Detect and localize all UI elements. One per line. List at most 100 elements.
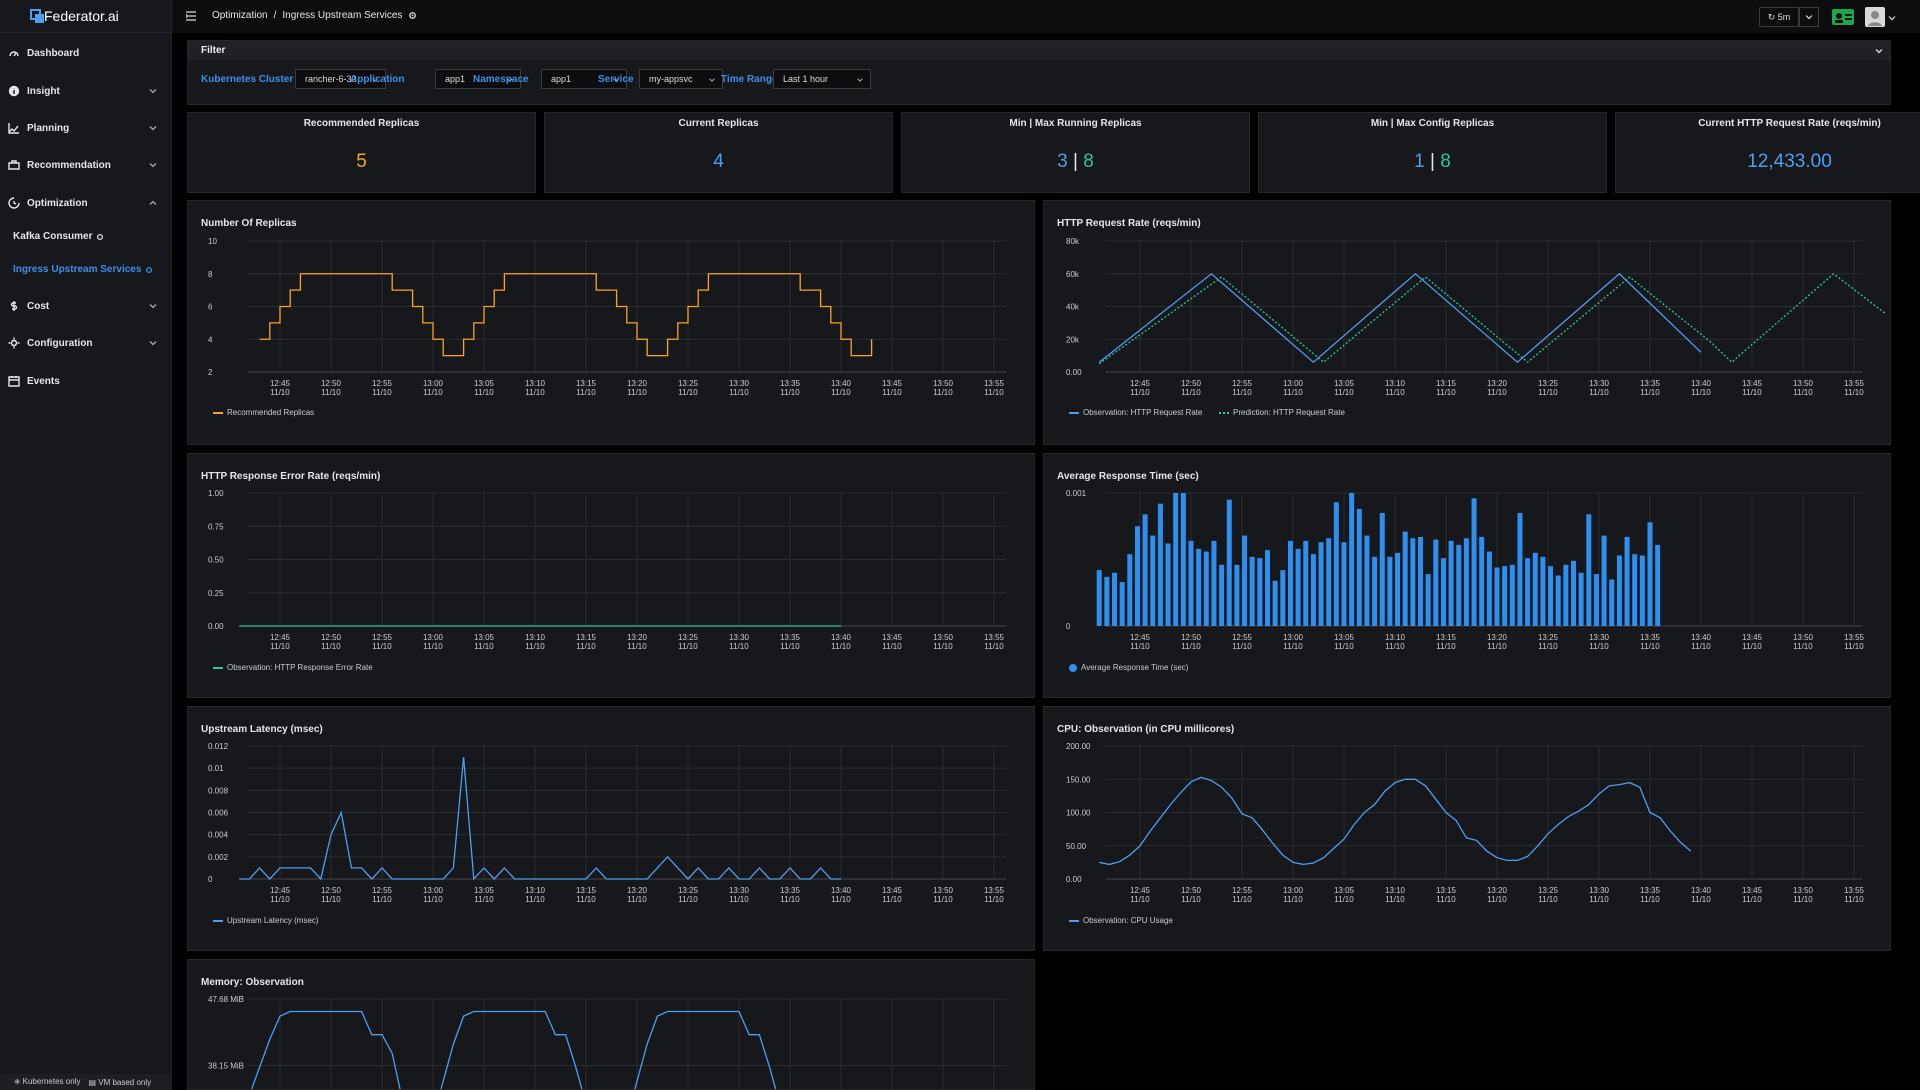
sidebar-subitem-kafka-consumer[interactable]: Kafka Consumer — [13, 231, 104, 242]
sidebar-item-dashboard[interactable]: Dashboard — [0, 42, 172, 64]
filter-label-service: Service — [598, 74, 634, 85]
sidebar-item-optimization[interactable]: Optimization — [0, 192, 172, 214]
stat-value-part: 3 — [1057, 151, 1068, 172]
bar-mark — [1402, 531, 1408, 626]
bar-mark — [1632, 554, 1638, 626]
user-avatar-icon[interactable] — [1865, 7, 1885, 27]
bar-mark — [1349, 493, 1355, 626]
x-tick-label: 13:15 — [576, 633, 597, 642]
x-tick-date: 11/10 — [882, 642, 902, 651]
x-tick-date: 11/10 — [678, 895, 698, 904]
bar-mark — [1234, 564, 1240, 626]
sidebar-item-label: Configuration — [27, 337, 93, 349]
dollar-icon — [8, 300, 20, 312]
x-tick-label: 13:55 — [1844, 379, 1865, 388]
x-tick-label: 13:40 — [1691, 633, 1712, 642]
x-tick-date: 11/10 — [576, 895, 596, 904]
x-tick-label: 13:25 — [678, 886, 699, 895]
refresh-interval-button[interactable]: ↻ 5m — [1759, 7, 1799, 27]
bar-mark — [1188, 540, 1194, 626]
x-tick-date: 11/10 — [984, 642, 1004, 651]
license-card-icon[interactable] — [1831, 7, 1855, 27]
x-tick-date: 11/10 — [1844, 642, 1864, 651]
x-tick-date: 11/10 — [372, 895, 392, 904]
legend-swatch — [1069, 411, 1079, 414]
x-tick-date: 11/10 — [1130, 895, 1150, 904]
refresh-dropdown[interactable] — [1799, 7, 1819, 27]
bar-mark — [1463, 538, 1469, 626]
x-tick-date: 11/10 — [372, 388, 392, 397]
stat-value: 1 | 8 — [1259, 151, 1606, 173]
legend-item[interactable]: Prediction: HTTP Request Rate — [1219, 408, 1345, 417]
chevron-down-icon — [372, 78, 378, 82]
legend-item[interactable]: Observation: HTTP Request Rate — [1069, 408, 1202, 417]
x-tick-date: 11/10 — [1385, 895, 1405, 904]
collapse-chevron-icon[interactable] — [1874, 46, 1884, 56]
legend-item[interactable]: Observation: HTTP Response Error Rate — [213, 663, 373, 672]
bar-mark — [1601, 535, 1607, 626]
chart-title: Number Of Replicas — [201, 218, 297, 229]
chart-panel: CPU: Observation (in CPU millicores) 0.00… — [1043, 706, 1891, 951]
filter-select-time-range[interactable]: Last 1 hour — [773, 69, 871, 89]
x-tick-label: 13:10 — [525, 379, 546, 388]
menu-toggle-icon[interactable] — [185, 10, 197, 22]
filter-select-application[interactable]: app1 — [435, 69, 521, 89]
bar-mark — [1479, 536, 1485, 626]
filter-select-kubernetes-cluster[interactable]: rancher-6-30 — [295, 69, 386, 89]
x-tick-date: 11/10 — [1589, 388, 1609, 397]
settings-badge-icon — [409, 12, 417, 19]
x-tick-date: 11/10 — [1232, 895, 1252, 904]
filter-select-service[interactable]: my-appsvc — [639, 69, 723, 89]
x-tick-label: 13:55 — [1844, 886, 1865, 895]
x-tick-date: 11/10 — [1334, 642, 1354, 651]
sidebar-subitem-ingress-upstream-services[interactable]: Ingress Upstream Services — [13, 264, 153, 275]
bar-mark — [1448, 540, 1454, 626]
x-tick-label: 12:50 — [321, 633, 342, 642]
legend-item[interactable]: Average Response Time (sec) — [1069, 663, 1188, 672]
bar-mark — [1624, 536, 1630, 626]
sidebar-item-cost[interactable]: Cost — [0, 295, 172, 317]
filter-select-value: Last 1 hour — [783, 74, 829, 84]
app-logo[interactable]: Federator.ai — [0, 0, 171, 33]
sidebar-item-insight[interactable]: Insight — [0, 80, 172, 102]
chevron-down-icon — [149, 304, 157, 309]
x-tick-date: 11/10 — [1589, 895, 1609, 904]
x-tick-date: 11/10 — [423, 895, 443, 904]
filter-select-namespace[interactable]: app1 — [541, 69, 627, 89]
x-tick-date: 11/10 — [780, 388, 800, 397]
x-tick-date: 11/10 — [525, 895, 545, 904]
sidebar-item-events[interactable]: Events — [0, 370, 172, 392]
x-tick-label: 13:25 — [1538, 633, 1559, 642]
stat-title: Min | Max Running Replicas — [1009, 118, 1142, 129]
breadcrumb-parent[interactable]: Optimization — [212, 10, 268, 21]
chart-plot: 0.000.250.500.751.0012:4511/1012:5011/10… — [208, 489, 1006, 651]
x-tick-date: 11/10 — [1538, 642, 1558, 651]
y-tick-label: 0.001 — [1066, 489, 1087, 498]
chart-plot: 0.0050.00100.00150.00200.0012:4511/1012:… — [1066, 742, 1865, 904]
gauge-icon — [8, 47, 20, 59]
legend-item[interactable]: Recommended Replicas — [213, 408, 314, 417]
sidebar-item-recommendation[interactable]: Recommendation — [0, 154, 172, 176]
top-bar: Optimization / Ingress Upstream Services… — [172, 0, 1920, 33]
filter-header[interactable]: Filter — [188, 41, 1890, 60]
sidebar-item-planning[interactable]: Planning — [0, 117, 172, 139]
x-tick-label: 13:50 — [1793, 633, 1814, 642]
user-menu-chevron-icon[interactable] — [1888, 14, 1896, 22]
legend-item[interactable]: Upstream Latency (msec) — [213, 916, 319, 925]
sidebar-item-configuration[interactable]: Configuration — [0, 332, 172, 354]
stat-card: Min | Max Config Replicas 1 | 8 — [1258, 112, 1607, 193]
x-tick-date: 11/10 — [1334, 388, 1354, 397]
bar-mark — [1157, 503, 1163, 626]
filter-select-value: my-appsvc — [649, 74, 693, 84]
stat-value-part: 8 — [1083, 151, 1094, 172]
legend-item[interactable]: Observation: CPU Usage — [1069, 916, 1173, 925]
x-tick-label: 13:35 — [1640, 886, 1661, 895]
chart-title: HTTP Response Error Rate (reqs/min) — [201, 471, 381, 482]
series-line — [239, 757, 841, 881]
sidebar-subitem-label: Kafka Consumer — [13, 231, 93, 242]
bar-mark — [1509, 564, 1515, 626]
x-tick-date: 11/10 — [576, 642, 596, 651]
x-tick-label: 12:45 — [270, 886, 291, 895]
x-tick-label: 13:40 — [831, 886, 852, 895]
x-tick-date: 11/10 — [1283, 388, 1303, 397]
